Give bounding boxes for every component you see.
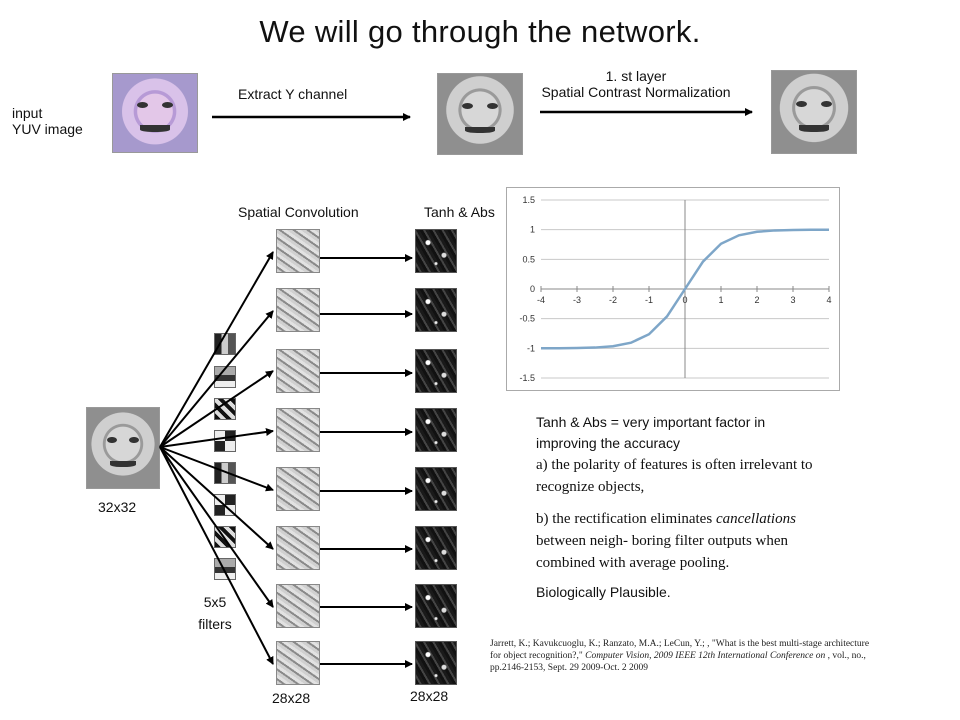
tanh-size-label: 28x28 xyxy=(410,688,449,704)
note-a-line1: a) the polarity of features is often irr… xyxy=(536,457,813,473)
x-tick-label: -1 xyxy=(645,295,653,305)
filter-4 xyxy=(214,430,236,452)
reference-line2: for object recognition?," Computer Visio… xyxy=(490,651,866,661)
notes-heading-line2: improving the accuracy xyxy=(536,435,680,451)
conv-map-3 xyxy=(276,349,320,393)
layer-label: 1. st layer Spatial Contrast Normalizati… xyxy=(526,68,746,100)
conv-size-label: 28x28 xyxy=(272,690,311,706)
note-a: a) the polarity of features is often irr… xyxy=(536,454,876,498)
fan-arrow-4 xyxy=(159,428,274,448)
y-tick-label: 1.5 xyxy=(522,195,535,205)
reference-line3: pp.2146-2153, Sept. 29 2009-Oct. 2 2009 xyxy=(490,663,649,673)
note-b: b) the rectification eliminates cancella… xyxy=(536,508,876,574)
fan-arrow-7 xyxy=(159,446,274,608)
note-a-line2: recognize objects, xyxy=(536,479,645,495)
y-tick-label: -0.5 xyxy=(519,314,535,324)
tanh-map-1 xyxy=(415,229,457,273)
filter-8 xyxy=(214,558,236,580)
x-tick-label: -3 xyxy=(573,295,581,305)
tanh-notes-heading: Tanh & Abs = very important factor in im… xyxy=(536,412,866,454)
x-tick-label: 0 xyxy=(682,295,687,305)
layer-label-line2: Spatial Contrast Normalization xyxy=(541,84,731,100)
fan-arrow-2 xyxy=(159,310,274,448)
fan-arrow-3 xyxy=(159,370,274,448)
y-tick-label: 0 xyxy=(530,284,535,294)
x-tick-label: 1 xyxy=(718,295,723,305)
y-tick-label: 0.5 xyxy=(522,254,535,264)
reference-citation: Jarrett, K.; Kavukcuoglu, K.; Ranzato, M… xyxy=(490,638,950,674)
layer-label-line1: 1. st layer xyxy=(605,68,667,84)
filters-label: 5x5 filters xyxy=(190,594,240,632)
y-tick-label: -1 xyxy=(527,343,535,353)
y-channel-image xyxy=(437,73,523,155)
fan-arrow-1 xyxy=(159,251,274,448)
tanh-map-7 xyxy=(415,584,457,628)
y-tick-label: -1.5 xyxy=(519,373,535,383)
fan-arrow-6 xyxy=(159,446,274,550)
input-32-image xyxy=(86,407,160,489)
filter-5 xyxy=(214,462,236,484)
note-b-line2: between neigh- boring filter outputs whe… xyxy=(536,533,789,549)
conv-map-5 xyxy=(276,467,320,511)
tanh-chart: 1.5 1 0.5 0 -0.5 -1 -1.5 -4 -3 -2 -1 0 1 2 3 4 xyxy=(506,187,840,391)
tanh-map-4 xyxy=(415,408,457,452)
fan-arrow-8 xyxy=(159,446,274,665)
x-tick-label: 3 xyxy=(790,295,795,305)
y-tick-label: 1 xyxy=(530,225,535,235)
fan-arrow-5 xyxy=(159,446,274,492)
tanh-map-2 xyxy=(415,288,457,332)
yuv-input-image xyxy=(112,73,198,153)
input-label-line2: YUV image xyxy=(12,121,83,137)
extract-y-label: Extract Y channel xyxy=(238,86,348,102)
x-tick-label: 4 xyxy=(826,295,831,305)
x-tick-label: 2 xyxy=(754,295,759,305)
conv-map-6 xyxy=(276,526,320,570)
bio-plausible: Biologically Plausible. xyxy=(536,584,671,600)
filters-label-line1: 5x5 xyxy=(203,594,227,610)
conv-map-8 xyxy=(276,641,320,685)
input-label-line1: input xyxy=(12,105,43,121)
input-label: input YUV image xyxy=(12,105,83,137)
filters-label-line2: filters xyxy=(198,616,232,632)
tanh-map-3 xyxy=(415,349,457,393)
tanh-chart-svg: 1.5 1 0.5 0 -0.5 -1 -1.5 -4 -3 -2 -1 0 1 2 3 4 xyxy=(519,195,831,383)
notes-heading-line1: Tanh & Abs = very important factor in xyxy=(536,414,766,430)
input-size-label: 32x32 xyxy=(98,499,137,515)
conv-map-4 xyxy=(276,408,320,452)
note-b-line1: b) the rectification eliminates cancella… xyxy=(536,511,796,527)
slide-title: We will go through the network. xyxy=(259,14,701,49)
tanh-curve xyxy=(540,228,830,350)
tanh-map-8 xyxy=(415,641,457,685)
x-tick-label: -4 xyxy=(537,295,545,305)
normalized-image xyxy=(771,70,857,154)
spatial-convolution-label: Spatial Convolution xyxy=(238,204,359,220)
conv-map-1 xyxy=(276,229,320,273)
conv-map-2 xyxy=(276,288,320,332)
reference-line1: Jarrett, K.; Kavukcuoglu, K.; Ranzato, M… xyxy=(490,639,870,649)
tanh-map-6 xyxy=(415,526,457,570)
filter-3 xyxy=(214,398,236,420)
x-tick-label: -2 xyxy=(609,295,617,305)
tanh-map-5 xyxy=(415,467,457,511)
note-b-line3: combined with average pooling. xyxy=(536,555,730,571)
conv-map-7 xyxy=(276,584,320,628)
tanh-abs-label: Tanh & Abs xyxy=(424,204,495,220)
filter-2 xyxy=(214,366,236,388)
